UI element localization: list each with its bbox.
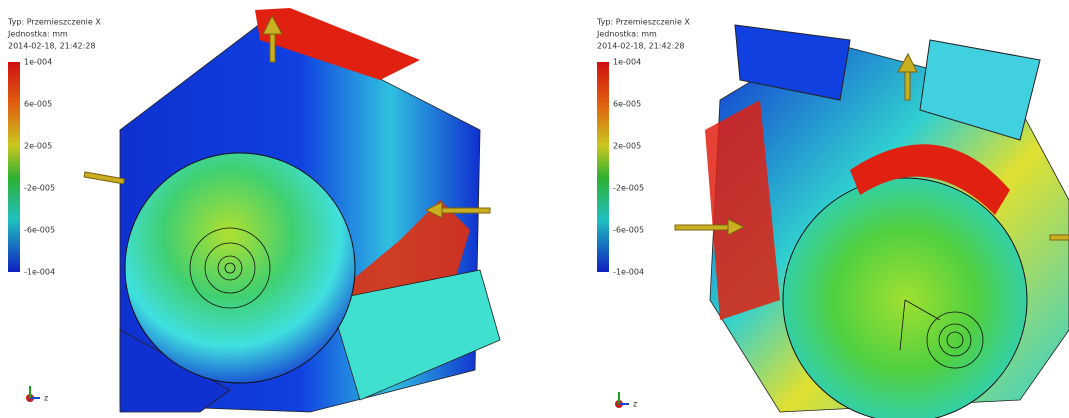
legend-label: 1e-004 <box>613 58 641 67</box>
type-line: Typ: Przemieszczenie X <box>596 18 690 27</box>
end-cap <box>125 153 355 383</box>
legend-label: 1e-004 <box>24 58 52 67</box>
legend-label: -6e-005 <box>613 226 644 235</box>
color-bar <box>8 62 20 272</box>
panel-left <box>8 8 500 412</box>
legend-label: -1e-004 <box>24 268 55 277</box>
fea-viewer: Typ: Przemieszczenie X Jednostka: mm 2014-… <box>0 0 1069 418</box>
timestamp: 2014-02-18, 21:42:28 <box>8 42 96 51</box>
unit-line: Jednostka: mm <box>7 30 68 39</box>
type-line: Typ: Przemieszczenie X <box>7 18 101 27</box>
axis-label: z <box>633 400 637 409</box>
legend-label: 6e-005 <box>24 100 52 109</box>
legend-label: 2e-005 <box>613 142 641 151</box>
timestamp: 2014-02-18, 21:42:28 <box>597 42 685 51</box>
color-bar <box>597 62 609 272</box>
legend-label: -1e-004 <box>613 268 644 277</box>
legend-label: -6e-005 <box>24 226 55 235</box>
legend-label: -2e-005 <box>613 184 644 193</box>
end-cap <box>783 178 1027 418</box>
legend-label: -2e-005 <box>24 184 55 193</box>
legend-label: 2e-005 <box>24 142 52 151</box>
panel-right <box>597 25 1069 418</box>
axis-label: z <box>44 394 48 403</box>
legend-label: 6e-005 <box>613 100 641 109</box>
unit-line: Jednostka: mm <box>596 30 657 39</box>
